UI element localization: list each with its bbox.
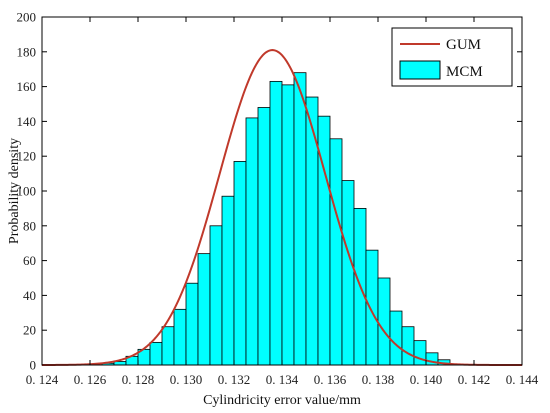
y-tick-label: 160 [17, 79, 37, 94]
legend-mcm-label: MCM [446, 64, 483, 80]
histogram-bar [401, 326, 415, 366]
y-tick-label: 200 [17, 10, 37, 25]
histogram-bar [389, 310, 403, 366]
histogram-bar [377, 277, 391, 366]
y-tick-label: 180 [17, 44, 37, 59]
x-axis-title: Cylindricity error value/mm [203, 393, 361, 408]
y-axis-title: Probability density [7, 138, 22, 244]
histogram-bar [173, 308, 187, 366]
histogram-bar [413, 340, 427, 366]
x-tick-label: 0. 128 [122, 372, 155, 387]
y-tick-label: 120 [17, 149, 37, 164]
x-tick-label: 0. 140 [410, 372, 443, 387]
y-tick-label: 40 [23, 288, 36, 303]
histogram-bar [185, 282, 199, 366]
histogram-bar [257, 107, 271, 366]
histogram-bar [149, 341, 163, 366]
histogram-bar [245, 117, 259, 366]
histogram-bar [329, 138, 343, 366]
x-tick-label: 0. 124 [26, 372, 59, 387]
histogram-bar [221, 195, 235, 366]
y-axis-ticks: 0 20 40 60 80 100 120 140 160 180 200 [17, 10, 522, 373]
x-tick-label: 0. 134 [266, 372, 299, 387]
x-axis-ticks: 0. 124 0. 126 0. 128 0. 130 0. 132 0. 134 0. 1… [26, 17, 539, 387]
x-tick-label: 0. 144 [506, 372, 539, 387]
x-tick-label: 0. 142 [458, 372, 491, 387]
histogram-bar [209, 225, 223, 366]
legend-mcm-swatch [399, 60, 441, 80]
histogram-bar [269, 80, 283, 366]
histogram-bar [365, 249, 379, 366]
gum-curve [41, 49, 523, 366]
histogram-bar [161, 326, 175, 366]
x-tick-label: 0. 126 [74, 372, 107, 387]
x-tick-label: 0. 136 [314, 372, 347, 387]
histogram-bar [293, 72, 307, 366]
histogram-bar [341, 180, 355, 366]
legend: GUM MCM [391, 27, 513, 87]
x-tick-label: 0. 130 [170, 372, 203, 387]
histogram-bar [281, 84, 295, 366]
y-tick-label: 80 [23, 218, 36, 233]
y-tick-label: 0 [30, 358, 37, 373]
y-tick-label: 60 [23, 253, 36, 268]
histogram-bar [233, 161, 247, 366]
y-tick-label: 140 [17, 114, 37, 129]
histogram-bar [305, 96, 319, 366]
y-tick-label: 20 [23, 323, 36, 338]
histogram-bar [197, 253, 211, 366]
legend-gum-label: GUM [446, 37, 481, 53]
y-tick-label: 100 [17, 184, 37, 199]
x-tick-label: 0. 138 [362, 372, 395, 387]
x-tick-label: 0. 132 [218, 372, 251, 387]
